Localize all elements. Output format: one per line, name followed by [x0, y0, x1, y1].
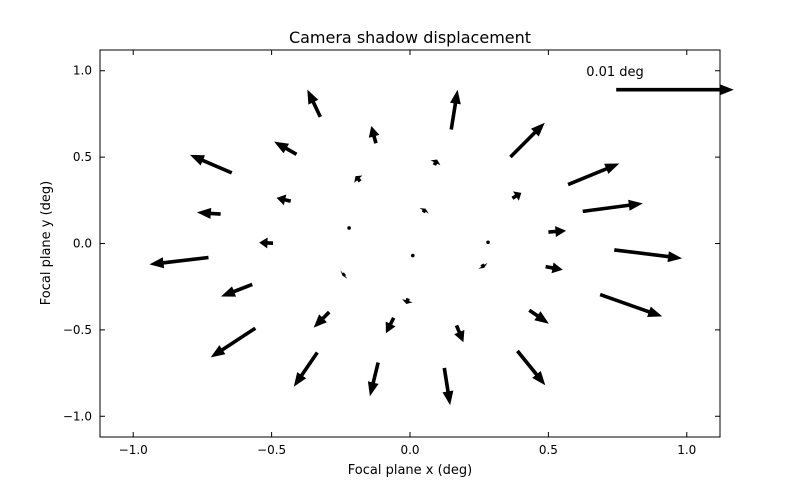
- arrow: [307, 89, 322, 118]
- x-tick-label: 0.0: [400, 443, 419, 457]
- arrow: [149, 255, 209, 269]
- axis-ticks: −1.0 −0.5 0.0 0.5 1.0 −1.0 −0.5 0.0 0.5 1.0: [63, 50, 720, 457]
- arrow: [419, 208, 429, 214]
- plot-area: [99, 49, 721, 438]
- arrow: [582, 199, 643, 214]
- arrow: [367, 362, 380, 397]
- x-tick-label: 1.0: [677, 443, 696, 457]
- x-axis-label: Focal plane x (deg): [348, 463, 473, 478]
- quiver-key-label: 0.01 deg: [586, 65, 644, 80]
- arrow: [293, 351, 319, 387]
- x-tick-label: −0.5: [257, 443, 286, 457]
- arrow: [313, 310, 331, 328]
- arrow: [486, 240, 490, 245]
- arrow: [442, 367, 454, 406]
- x-tick-label: −1.0: [119, 443, 148, 457]
- arrow-field: [149, 89, 683, 406]
- arrow: [567, 163, 620, 187]
- arrow: [454, 324, 465, 343]
- arrow: [347, 226, 351, 230]
- arrow: [385, 317, 396, 334]
- chart-title: Camera shadow displacement: [289, 28, 531, 47]
- arrow: [354, 175, 363, 183]
- quiver-key: 0.01 deg: [586, 65, 734, 96]
- arrow: [402, 297, 413, 304]
- arrow: [340, 270, 348, 279]
- y-tick-label: −1.0: [63, 409, 92, 423]
- x-tick-label: 0.5: [539, 443, 558, 457]
- arrow: [511, 191, 522, 201]
- y-tick-label: 0.5: [73, 150, 92, 164]
- arrow: [274, 141, 298, 156]
- arrow: [276, 194, 292, 206]
- arrow: [614, 248, 683, 263]
- arrow: [528, 308, 549, 324]
- arrow: [430, 159, 441, 166]
- y-tick-label: −0.5: [63, 323, 92, 337]
- quiver-key-arrow: [616, 84, 734, 96]
- y-axis-label: Focal plane y (deg): [39, 181, 54, 306]
- arrow: [410, 253, 415, 258]
- arrow: [196, 207, 221, 219]
- arrow: [478, 262, 488, 269]
- arrow: [368, 126, 380, 144]
- arrow: [449, 89, 461, 130]
- arrow: [599, 292, 663, 317]
- arrow: [516, 349, 546, 386]
- arrow: [545, 262, 563, 274]
- arrow: [509, 122, 545, 159]
- arrow: [210, 326, 257, 358]
- y-tick-label: 0.0: [73, 237, 92, 251]
- arrow: [548, 226, 567, 237]
- y-tick-label: 1.0: [73, 64, 92, 78]
- arrow: [259, 237, 274, 249]
- arrow: [190, 154, 233, 175]
- arrow: [221, 282, 253, 297]
